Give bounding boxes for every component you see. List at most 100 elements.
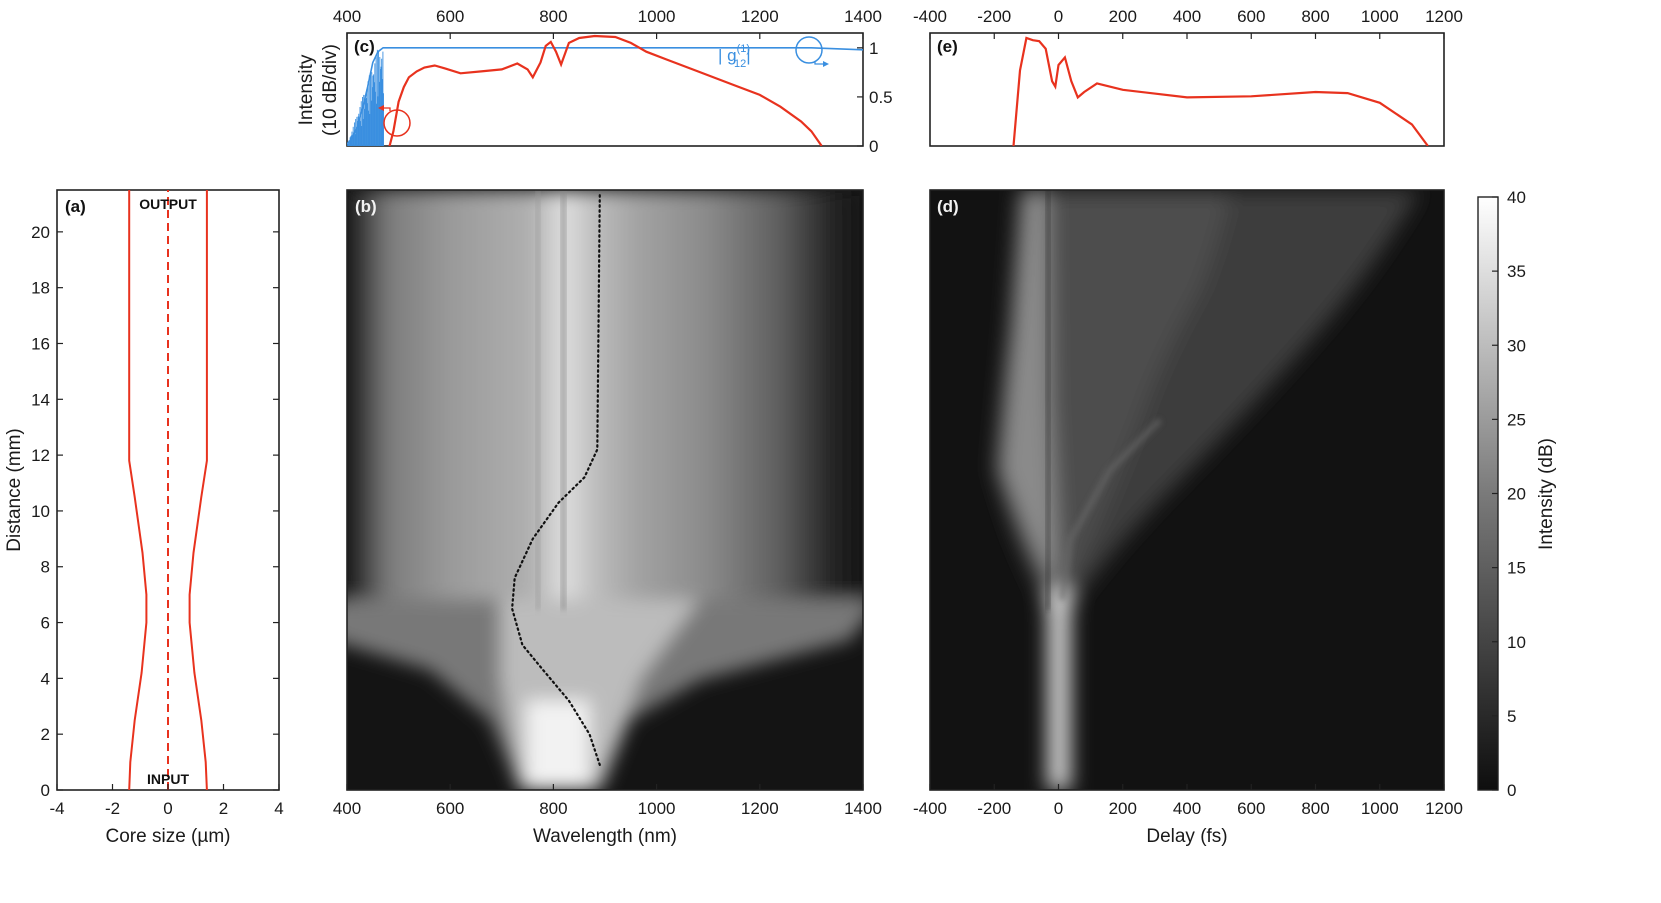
panel-e-x-tick-label: 0 bbox=[1054, 7, 1063, 26]
panel-c-x-tick-label: 600 bbox=[436, 7, 464, 26]
panel-a-x-tick-label: -2 bbox=[105, 799, 120, 818]
panel-d-temporal-map: (d) -400 -200 0 200 400 600 800 1000 1200 Delay … bbox=[913, 189, 1463, 847]
panel-d-x-ticks: -400 -200 0 200 400 600 800 1000 1200 bbox=[913, 784, 1463, 818]
coherence-arrow-head bbox=[823, 61, 829, 67]
panel-e-x-tick-label: 1000 bbox=[1361, 7, 1399, 26]
panel-b-x-tick-label: 400 bbox=[333, 799, 361, 818]
panel-e-x-tick-label: -200 bbox=[977, 7, 1011, 26]
panel-e-x-tick-label: 1200 bbox=[1425, 7, 1463, 26]
panel-a-x-axis-label: Core size (µm) bbox=[106, 826, 231, 847]
panel-d-x-tick-label: 400 bbox=[1173, 799, 1201, 818]
panel-d-x-tick-label: 200 bbox=[1109, 799, 1137, 818]
panel-d-x-tick-label: -400 bbox=[913, 799, 947, 818]
colorbar-tick-label: 30 bbox=[1507, 336, 1526, 355]
d-intensity-field bbox=[995, 190, 1420, 790]
colorbar-tick-label: 40 bbox=[1507, 188, 1526, 207]
panel-c-y-tick-label: 1 bbox=[869, 39, 878, 58]
colorbar-tick-label: 20 bbox=[1507, 485, 1526, 504]
coherence-noise bbox=[347, 49, 384, 146]
intensity-colorbar: 0 5 10 15 20 25 30 35 40 Intensity (dB) bbox=[1477, 188, 1557, 800]
colorbar-ticks: 0 5 10 15 20 25 30 35 40 bbox=[1492, 188, 1526, 800]
panel-d-x-tick-label: 600 bbox=[1237, 799, 1265, 818]
coherence-line bbox=[347, 47, 863, 145]
panel-c-frame bbox=[346, 32, 864, 147]
panel-a-y-tick-label: 18 bbox=[31, 279, 50, 298]
panel-a-plot-area bbox=[128, 190, 208, 790]
panel-c-label: (c) bbox=[354, 37, 375, 56]
panel-e-temporal-profile: (e) -400 -200 0 200 400 600 800 1000 1200 bbox=[913, 7, 1463, 147]
input-label: INPUT bbox=[147, 771, 189, 787]
panel-d-x-tick-label: 0 bbox=[1054, 799, 1063, 818]
core-outer-left-line bbox=[128, 190, 148, 790]
panel-a-y-tick-label: 2 bbox=[41, 725, 50, 744]
coherence-axis-arrow bbox=[814, 62, 826, 65]
colorbar-label: Intensity (dB) bbox=[1536, 438, 1557, 550]
panel-b-label: (b) bbox=[355, 197, 377, 216]
panel-a-x-tick-label: 0 bbox=[163, 799, 172, 818]
b-dark-band-1 bbox=[536, 190, 540, 610]
d-inner-plateau bbox=[1000, 190, 1230, 620]
colorbar-tick-label: 35 bbox=[1507, 262, 1526, 281]
panel-c-y-tick-label: 0 bbox=[869, 137, 878, 156]
panel-d-heatmap bbox=[930, 190, 1444, 790]
panel-c-x-tick-label: 800 bbox=[539, 7, 567, 26]
panel-a-y-tick-label: 4 bbox=[41, 669, 50, 688]
panel-b-x-tick-label: 600 bbox=[436, 799, 464, 818]
panel-c-x-tick-label: 1400 bbox=[844, 7, 882, 26]
colorbar-tick-label: 15 bbox=[1507, 559, 1526, 578]
panel-c-y-label-line1: Intensity bbox=[296, 54, 317, 125]
panel-a-y-tick-label: 12 bbox=[31, 446, 50, 465]
d-dark-band bbox=[1046, 190, 1050, 610]
panel-d-x-tick-label: 800 bbox=[1301, 799, 1329, 818]
panel-e-frame bbox=[929, 32, 1445, 147]
coherence-legend: | g(1) 12| bbox=[718, 43, 751, 70]
panel-c-spectrum: | g(1) 12| (c) 400 600 800 1000 1200 1400 00.5… bbox=[296, 7, 893, 156]
panel-a-y-tick-label: 10 bbox=[31, 502, 50, 521]
spectrum-line bbox=[388, 34, 823, 146]
panel-c-plot-area bbox=[347, 34, 863, 146]
panel-c-x-tick-label: 1200 bbox=[741, 7, 779, 26]
colorbar-tick-label: 25 bbox=[1507, 410, 1526, 429]
panel-b-x-tick-label: 800 bbox=[539, 799, 567, 818]
panel-b-heatmap bbox=[347, 190, 863, 790]
panel-c-x-tick-label: 400 bbox=[333, 7, 361, 26]
colorbar-tick-label: 5 bbox=[1507, 707, 1516, 726]
panel-d-x-tick-label: -200 bbox=[977, 799, 1011, 818]
panel-a-x-tick-label: 2 bbox=[219, 799, 228, 818]
panel-e-top-x-ticks: -400 -200 0 200 400 600 800 1000 1200 bbox=[913, 7, 1463, 39]
panel-a-y-tick-label: 6 bbox=[41, 614, 50, 633]
spectrum-arrow-head bbox=[378, 105, 384, 111]
panel-a-label: (a) bbox=[65, 197, 86, 216]
panel-b-x-tick-label: 1200 bbox=[741, 799, 779, 818]
panel-e-x-tick-label: 400 bbox=[1173, 7, 1201, 26]
b-dark-band-2 bbox=[561, 190, 566, 610]
coherence-axis-circle bbox=[795, 36, 823, 64]
panel-d-x-axis-label: Delay (fs) bbox=[1146, 826, 1227, 847]
panel-b-frame bbox=[346, 189, 864, 791]
panel-c-right-y-ticks: 00.51 bbox=[857, 39, 893, 156]
temporal-intensity-line bbox=[1012, 36, 1429, 146]
output-label: OUTPUT bbox=[139, 196, 197, 212]
panel-a-core-profile: (a) OUTPUT INPUT -4 -2 0 2 4 0 2 4 6 8 10 12 14 16 18… bbox=[4, 189, 284, 847]
panel-e-x-tick-label: 200 bbox=[1109, 7, 1137, 26]
b-intensity-field bbox=[347, 190, 863, 790]
panel-d-x-tick-label: 1200 bbox=[1425, 799, 1463, 818]
d-input-pulse bbox=[1048, 590, 1070, 790]
b-broadband-region bbox=[347, 190, 863, 600]
spectrum-axis-circle bbox=[383, 109, 411, 137]
panel-a-x-tick-label: -4 bbox=[49, 799, 64, 818]
panel-b-spectral-map: (b) 400 600 800 1000 1200 1400 Wavelength (nm… bbox=[333, 189, 882, 847]
b-input-pulse bbox=[526, 700, 590, 790]
panel-a-x-tick-label: 4 bbox=[274, 799, 283, 818]
panel-a-y-ticks: 0 2 4 6 8 10 12 14 16 18 20 bbox=[31, 223, 279, 800]
panel-c-x-tick-label: 1000 bbox=[638, 7, 676, 26]
panel-a-y-axis-label: Distance (mm) bbox=[4, 428, 25, 552]
panel-d-x-tick-label: 1000 bbox=[1361, 799, 1399, 818]
panel-a-y-tick-label: 14 bbox=[31, 390, 50, 409]
panel-b-x-axis-label: Wavelength (nm) bbox=[533, 826, 677, 847]
d-trail bbox=[1059, 417, 1163, 601]
panel-b-x-ticks: 400 600 800 1000 1200 1400 bbox=[333, 784, 882, 818]
panel-c-y-label-line2: (10 dB/div) bbox=[320, 44, 341, 136]
panel-b-x-tick-label: 1000 bbox=[638, 799, 676, 818]
